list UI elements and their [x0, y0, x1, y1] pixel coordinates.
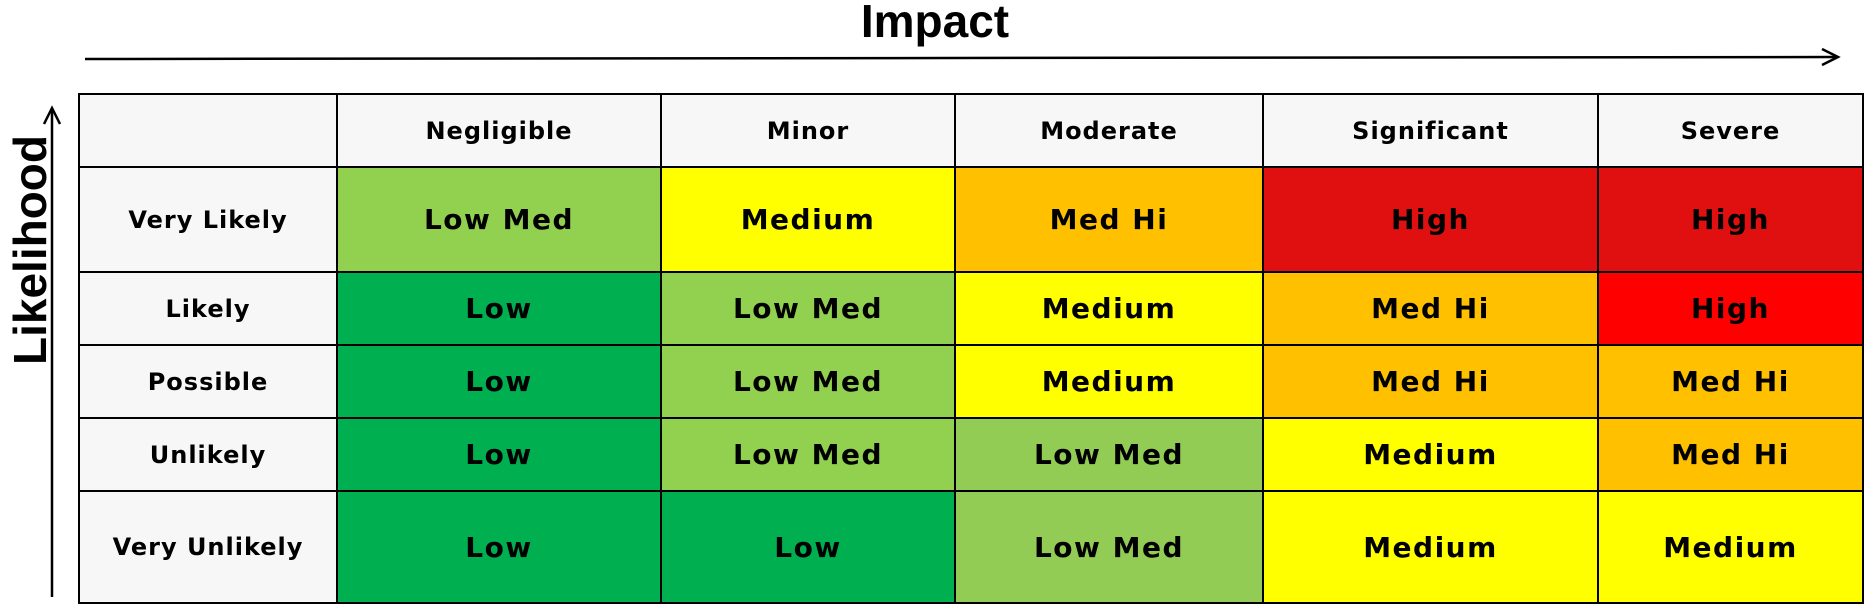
column-header-severe: Severe: [1597, 93, 1864, 168]
risk-cell: High: [1262, 166, 1599, 273]
risk-cell: Low Med: [954, 417, 1264, 492]
risk-matrix: Negligible Minor Moderate Significant Se…: [78, 93, 1864, 604]
matrix-row-very-unlikely: Very Unlikely Low Low Low Med Medium Med…: [78, 490, 1864, 604]
matrix-row-likely: Likely Low Low Med Medium Med Hi High: [78, 271, 1864, 346]
risk-cell: High: [1597, 166, 1864, 273]
column-header-minor: Minor: [660, 93, 956, 168]
risk-cell: Low Med: [660, 344, 956, 419]
impact-arrow: [84, 47, 1841, 67]
risk-cell: Low Med: [954, 490, 1264, 604]
risk-cell: Low: [336, 490, 662, 604]
matrix-row-very-likely: Very Likely Low Med Medium Med Hi High H…: [78, 166, 1864, 273]
risk-cell: Medium: [1597, 490, 1864, 604]
risk-cell: Med Hi: [1262, 271, 1599, 346]
row-header-very-unlikely: Very Unlikely: [78, 490, 338, 604]
risk-cell: Low: [336, 344, 662, 419]
risk-cell: Medium: [954, 344, 1264, 419]
risk-cell: Low: [336, 417, 662, 492]
row-header-very-likely: Very Likely: [78, 166, 338, 273]
risk-cell: Low Med: [660, 271, 956, 346]
risk-cell: Low: [660, 490, 956, 604]
likelihood-arrow: [42, 105, 62, 597]
column-header-moderate: Moderate: [954, 93, 1264, 168]
risk-cell: Medium: [1262, 490, 1599, 604]
risk-cell: Med Hi: [1262, 344, 1599, 419]
matrix-row-possible: Possible Low Low Med Medium Med Hi Med H…: [78, 344, 1864, 419]
risk-cell: Med Hi: [1597, 344, 1864, 419]
risk-cell: Medium: [1262, 417, 1599, 492]
risk-cell: Med Hi: [954, 166, 1264, 273]
risk-cell: Low Med: [660, 417, 956, 492]
header-row: Negligible Minor Moderate Significant Se…: [78, 93, 1864, 168]
row-header-unlikely: Unlikely: [78, 417, 338, 492]
risk-cell: High: [1597, 271, 1864, 346]
corner-cell: [78, 93, 338, 168]
risk-cell: Medium: [954, 271, 1264, 346]
row-header-possible: Possible: [78, 344, 338, 419]
column-header-negligible: Negligible: [336, 93, 662, 168]
risk-cell: Low: [336, 271, 662, 346]
risk-cell: Medium: [660, 166, 956, 273]
row-header-likely: Likely: [78, 271, 338, 346]
risk-cell: Low Med: [336, 166, 662, 273]
column-header-significant: Significant: [1262, 93, 1599, 168]
risk-cell: Med Hi: [1597, 417, 1864, 492]
impact-axis-title: Impact: [860, 0, 1010, 47]
matrix-row-unlikely: Unlikely Low Low Med Low Med Medium Med …: [78, 417, 1864, 492]
